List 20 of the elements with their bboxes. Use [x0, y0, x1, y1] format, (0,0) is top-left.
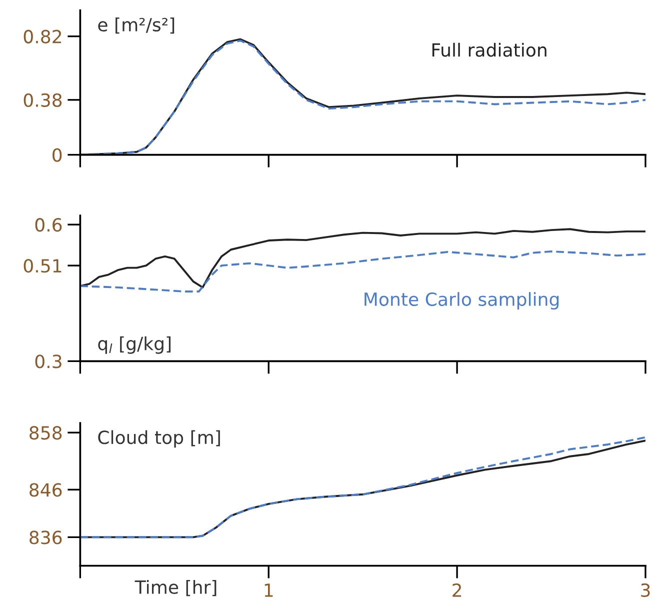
chart-title: e [m²/s²]	[98, 18, 174, 34]
y-tick-label: 0.3	[35, 354, 62, 368]
y-tick-label: 0.38	[24, 93, 62, 108]
y-tick-label: 0	[52, 148, 62, 162]
x-axis-title: Time [hr]	[134, 580, 216, 596]
y-tick-label: 846	[30, 483, 62, 497]
x-tick-label: 3	[641, 583, 650, 598]
y-tick-label: 836	[30, 530, 62, 544]
x-tick-label: 1	[264, 584, 273, 597]
y-tick-label: 858	[30, 426, 62, 440]
text: q$_{l}$ [g/kg]	[98, 336, 171, 354]
line-series	[80, 228, 646, 288]
x-tick-label: 2	[452, 583, 461, 597]
y-tick-label: 0.51	[24, 259, 62, 273]
y-tick-label: 0.6	[35, 218, 62, 232]
chart-title: Cloud top [m]	[98, 430, 220, 448]
line-series	[80, 250, 646, 292]
text: Full radiation	[432, 42, 546, 57]
y-tick-label: 0.82	[24, 30, 62, 44]
series-label: Monte Carlo sampling	[364, 292, 559, 310]
